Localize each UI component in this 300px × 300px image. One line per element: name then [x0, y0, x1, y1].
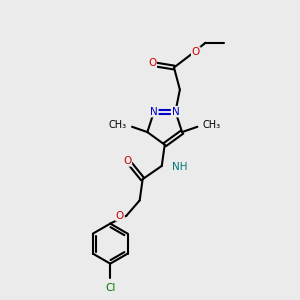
Text: Cl: Cl: [105, 283, 116, 293]
Text: CH₃: CH₃: [203, 120, 221, 130]
Text: N: N: [150, 107, 158, 117]
Text: N: N: [172, 107, 179, 117]
Text: CH₃: CH₃: [109, 120, 127, 130]
Text: O: O: [192, 47, 200, 57]
Text: O: O: [123, 156, 131, 166]
Text: O: O: [116, 211, 124, 221]
Text: NH: NH: [172, 162, 188, 172]
Text: O: O: [148, 58, 156, 68]
